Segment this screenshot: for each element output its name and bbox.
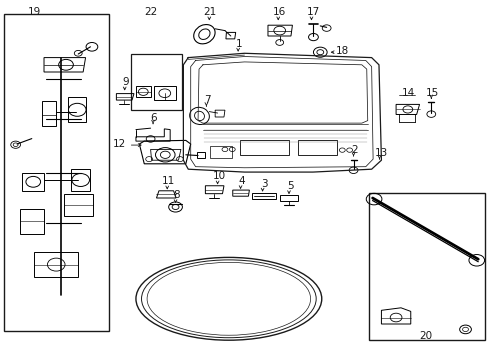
Text: 16: 16 — [272, 7, 286, 17]
Text: 11: 11 — [162, 176, 175, 186]
Bar — [210, 146, 232, 158]
Text: 17: 17 — [305, 7, 319, 17]
Bar — [279, 195, 298, 201]
Text: 19: 19 — [27, 6, 41, 17]
Text: 1: 1 — [236, 39, 243, 49]
Text: 22: 22 — [143, 7, 157, 17]
Bar — [298, 140, 337, 155]
Text: 21: 21 — [203, 7, 217, 17]
Text: 10: 10 — [212, 171, 225, 181]
Text: 13: 13 — [374, 148, 387, 158]
Text: 7: 7 — [204, 95, 211, 105]
Text: 5: 5 — [286, 181, 293, 191]
Text: 8: 8 — [173, 190, 180, 200]
Text: 20: 20 — [418, 330, 431, 341]
Bar — [4, 14, 109, 331]
Text: 6: 6 — [150, 113, 157, 123]
Bar — [368, 193, 484, 340]
Text: 9: 9 — [122, 77, 129, 87]
Text: 18: 18 — [335, 46, 348, 56]
Text: 4: 4 — [238, 176, 245, 186]
Bar — [252, 193, 275, 199]
Text: 2: 2 — [351, 145, 358, 155]
Text: 14: 14 — [401, 87, 414, 98]
Text: 15: 15 — [425, 87, 439, 98]
Text: 3: 3 — [260, 179, 267, 189]
Text: 12: 12 — [113, 139, 126, 149]
Bar — [239, 140, 288, 155]
Bar — [131, 54, 182, 110]
